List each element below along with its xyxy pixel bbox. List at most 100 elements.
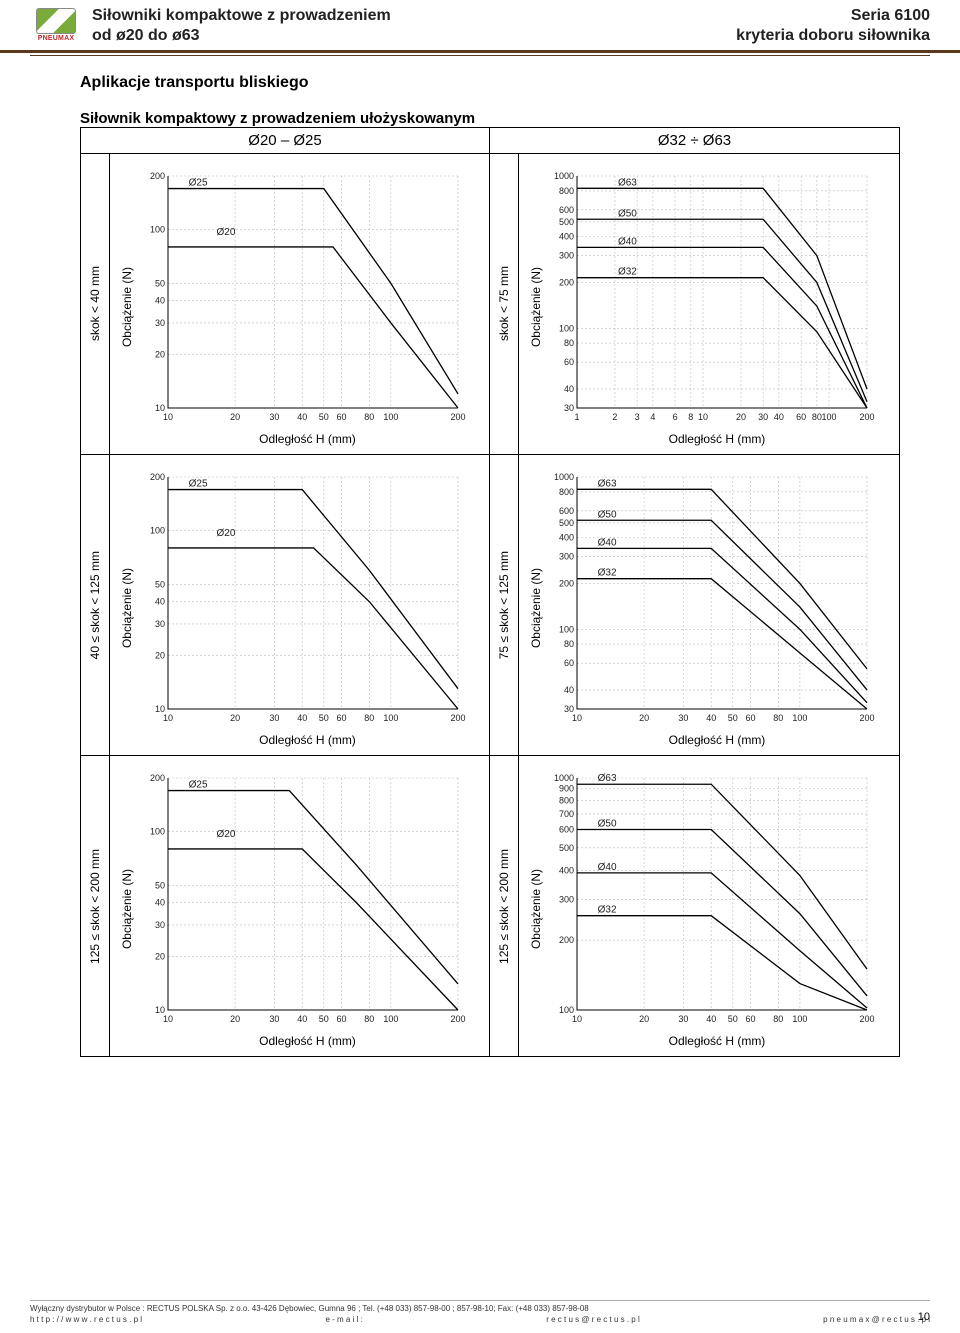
svg-text:20: 20 xyxy=(639,1014,649,1024)
svg-text:50: 50 xyxy=(155,880,165,890)
chart-D: Obciążenie (N) 3040608010020030040050060… xyxy=(519,455,899,755)
row-label-2l: 40 ≤ skok < 125 mm xyxy=(88,551,102,659)
svg-text:800: 800 xyxy=(559,795,574,805)
svg-text:500: 500 xyxy=(559,843,574,853)
svg-text:10: 10 xyxy=(572,713,582,723)
y-axis-label: Obciążenie (N) xyxy=(529,568,543,648)
svg-text:40: 40 xyxy=(564,384,574,394)
svg-text:700: 700 xyxy=(559,809,574,819)
svg-text:40: 40 xyxy=(297,1014,307,1024)
brand-logo: PNEUMAX xyxy=(30,8,82,44)
svg-text:3: 3 xyxy=(635,412,640,422)
svg-text:10: 10 xyxy=(163,1014,173,1024)
svg-text:500: 500 xyxy=(559,217,574,227)
svg-text:200: 200 xyxy=(559,935,574,945)
svg-text:100: 100 xyxy=(383,713,398,723)
svg-text:Ø40: Ø40 xyxy=(598,537,617,548)
svg-text:50: 50 xyxy=(319,1014,329,1024)
svg-text:50: 50 xyxy=(319,412,329,422)
svg-text:20: 20 xyxy=(230,1014,240,1024)
svg-text:50: 50 xyxy=(155,278,165,288)
svg-text:10: 10 xyxy=(163,713,173,723)
svg-text:40: 40 xyxy=(155,898,165,908)
svg-text:1000: 1000 xyxy=(554,773,574,783)
y-axis-label: Obciążenie (N) xyxy=(120,267,134,347)
row-label-3r: 125 ≤ skok < 200 mm xyxy=(497,849,511,964)
svg-text:200: 200 xyxy=(559,277,574,287)
footer-line1: Wyłączny dystrybutor w Polsce : RECTUS P… xyxy=(30,1303,930,1314)
svg-text:20: 20 xyxy=(155,650,165,660)
chart-B: Obciążenie (N) 3040608010020030040050060… xyxy=(519,154,899,454)
svg-text:100: 100 xyxy=(383,1014,398,1024)
svg-text:80: 80 xyxy=(364,713,374,723)
svg-text:900: 900 xyxy=(559,784,574,794)
svg-text:10: 10 xyxy=(698,412,708,422)
x-axis-label: Odległość H (mm) xyxy=(545,733,889,747)
y-axis-label: Obciążenie (N) xyxy=(120,869,134,949)
svg-text:Ø50: Ø50 xyxy=(598,818,617,829)
col-header-left: Ø20 – Ø25 xyxy=(81,128,490,153)
svg-text:40: 40 xyxy=(564,685,574,695)
svg-text:Ø63: Ø63 xyxy=(618,177,637,188)
row-label-3l: 125 ≤ skok < 200 mm xyxy=(88,849,102,964)
chart-F: Obciążenie (N) 1002003004005006007008009… xyxy=(519,756,899,1056)
svg-text:200: 200 xyxy=(150,773,165,783)
svg-text:20: 20 xyxy=(736,412,746,422)
svg-text:800: 800 xyxy=(559,186,574,196)
svg-text:80: 80 xyxy=(364,1014,374,1024)
x-axis-label: Odległość H (mm) xyxy=(136,733,479,747)
col-header-right: Ø32 ÷ Ø63 xyxy=(490,128,899,153)
svg-text:50: 50 xyxy=(155,579,165,589)
svg-text:6: 6 xyxy=(673,412,678,422)
svg-text:60: 60 xyxy=(564,658,574,668)
svg-text:200: 200 xyxy=(150,171,165,181)
x-axis-label: Odległość H (mm) xyxy=(545,1034,889,1048)
svg-text:50: 50 xyxy=(728,1014,738,1024)
svg-text:200: 200 xyxy=(150,472,165,482)
svg-text:200: 200 xyxy=(859,1014,874,1024)
x-axis-label: Odległość H (mm) xyxy=(136,1034,479,1048)
page-number: 10 xyxy=(918,1310,930,1325)
svg-text:40: 40 xyxy=(774,412,784,422)
svg-text:40: 40 xyxy=(297,713,307,723)
svg-text:20: 20 xyxy=(155,951,165,961)
header-title-right: Seria 6100 kryteria doboru siłownika xyxy=(736,6,930,46)
svg-text:1: 1 xyxy=(574,412,579,422)
svg-text:600: 600 xyxy=(559,506,574,516)
svg-text:50: 50 xyxy=(728,713,738,723)
svg-text:50: 50 xyxy=(319,713,329,723)
svg-text:300: 300 xyxy=(559,894,574,904)
svg-text:Ø32: Ø32 xyxy=(598,568,617,579)
chart-row-1: skok < 40 mm Obciążenie (N) 102030405010… xyxy=(80,154,900,455)
svg-text:600: 600 xyxy=(559,824,574,834)
svg-text:100: 100 xyxy=(150,225,165,235)
svg-text:Ø40: Ø40 xyxy=(598,862,617,873)
svg-text:8: 8 xyxy=(688,412,693,422)
svg-text:1000: 1000 xyxy=(554,472,574,482)
svg-text:40: 40 xyxy=(297,412,307,422)
svg-text:20: 20 xyxy=(230,713,240,723)
svg-text:Ø63: Ø63 xyxy=(598,478,617,489)
svg-text:200: 200 xyxy=(859,713,874,723)
svg-text:100: 100 xyxy=(383,412,398,422)
y-axis-label: Obciążenie (N) xyxy=(529,869,543,949)
logo-block: PNEUMAX Siłowniki kompaktowe z prowadzen… xyxy=(30,6,391,46)
svg-text:100: 100 xyxy=(150,827,165,837)
x-axis-label: Odległość H (mm) xyxy=(136,432,479,446)
svg-text:10: 10 xyxy=(572,1014,582,1024)
svg-text:20: 20 xyxy=(639,713,649,723)
svg-text:400: 400 xyxy=(559,232,574,242)
sub-title: Siłownik kompaktowy z prowadzeniem ułoży… xyxy=(80,110,900,127)
svg-text:Ø25: Ø25 xyxy=(189,780,208,791)
svg-text:400: 400 xyxy=(559,865,574,875)
svg-text:40: 40 xyxy=(706,713,716,723)
svg-text:300: 300 xyxy=(559,552,574,562)
svg-text:200: 200 xyxy=(450,412,465,422)
svg-text:40: 40 xyxy=(155,597,165,607)
svg-text:200: 200 xyxy=(859,412,874,422)
svg-text:1000: 1000 xyxy=(554,171,574,181)
svg-text:200: 200 xyxy=(450,713,465,723)
svg-text:400: 400 xyxy=(559,533,574,543)
svg-text:Ø40: Ø40 xyxy=(618,236,637,247)
svg-text:60: 60 xyxy=(336,1014,346,1024)
